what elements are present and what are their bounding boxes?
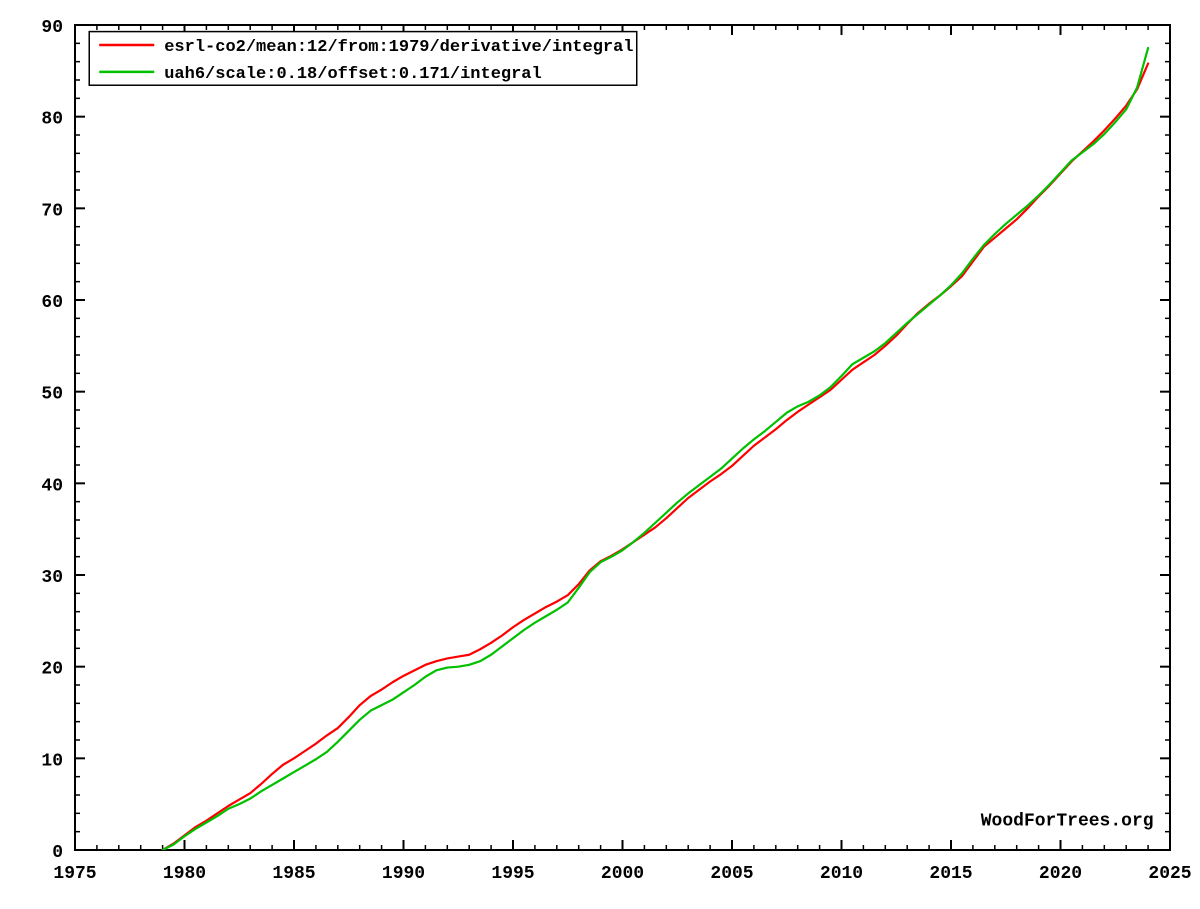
- x-tick-label: 1975: [53, 864, 96, 884]
- y-tick-label: 70: [41, 201, 63, 221]
- y-tick-label: 0: [52, 843, 63, 863]
- x-tick-label: 2000: [601, 864, 644, 884]
- y-tick-label: 20: [41, 660, 63, 680]
- y-tick-label: 90: [41, 18, 63, 38]
- x-tick-label: 2015: [929, 864, 972, 884]
- chart-container: 1975198019851990199520002005201020152020…: [0, 0, 1200, 909]
- x-tick-label: 2020: [1039, 864, 1082, 884]
- legend-label: uah6/scale:0.18/offset:0.171/integral: [164, 65, 541, 84]
- y-tick-label: 60: [41, 293, 63, 313]
- x-tick-label: 1995: [491, 864, 534, 884]
- legend-label: esrl-co2/mean:12/from:1979/derivative/in…: [164, 38, 633, 57]
- y-tick-label: 50: [41, 385, 63, 405]
- x-tick-label: 1985: [272, 864, 315, 884]
- x-tick-label: 2025: [1148, 864, 1191, 884]
- chart-background: [0, 0, 1200, 909]
- x-tick-label: 1990: [382, 864, 425, 884]
- line-chart: 1975198019851990199520002005201020152020…: [0, 0, 1200, 909]
- y-tick-label: 10: [41, 751, 63, 771]
- attribution-text: WoodForTrees.org: [981, 811, 1154, 831]
- y-tick-label: 30: [41, 568, 63, 588]
- x-tick-label: 1980: [163, 864, 206, 884]
- x-tick-label: 2005: [710, 864, 753, 884]
- y-tick-label: 80: [41, 110, 63, 130]
- x-tick-label: 2010: [820, 864, 863, 884]
- y-tick-label: 40: [41, 476, 63, 496]
